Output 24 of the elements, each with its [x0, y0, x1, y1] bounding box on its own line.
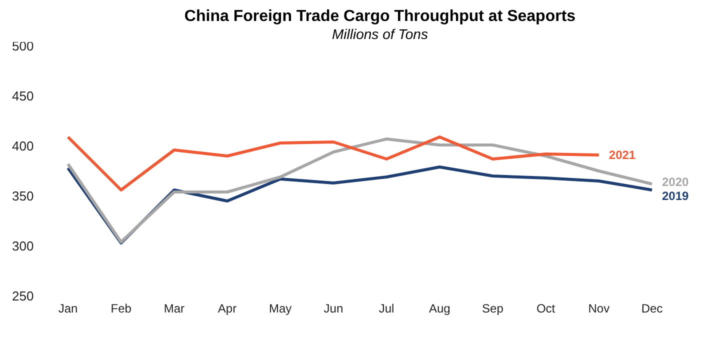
x-tick-label: Apr — [218, 302, 237, 316]
chart-subtitle: Millions of Tons — [331, 26, 429, 42]
x-tick-label: Jun — [324, 302, 344, 316]
x-tick-label: Aug — [428, 302, 450, 316]
line-series — [66, 138, 654, 244]
y-tick-label: 450 — [12, 88, 34, 104]
x-tick-label: May — [269, 302, 292, 316]
series-label: 2020 — [662, 175, 690, 189]
chart-title: China Foreign Trade Cargo Throughput at Seaports — [183, 8, 577, 26]
series-label: 2021 — [608, 148, 636, 162]
x-tick-label: Jan — [58, 302, 78, 316]
series-label: 2019 — [662, 189, 690, 203]
y-tick-label: 350 — [12, 188, 34, 204]
line-series — [66, 136, 600, 192]
x-tick-label: Oct — [536, 302, 556, 316]
x-tick-label: Jul — [378, 302, 394, 316]
x-tick-label: Nov — [588, 302, 610, 316]
y-tick-label: 250 — [12, 288, 34, 304]
y-tick-label: 400 — [12, 138, 34, 154]
x-tick-label: Mar — [164, 302, 185, 316]
x-tick-label: Dec — [641, 302, 663, 316]
x-tick-label: Sep — [482, 302, 504, 316]
y-tick-label: 300 — [12, 238, 34, 254]
x-tick-label: Feb — [110, 302, 132, 316]
